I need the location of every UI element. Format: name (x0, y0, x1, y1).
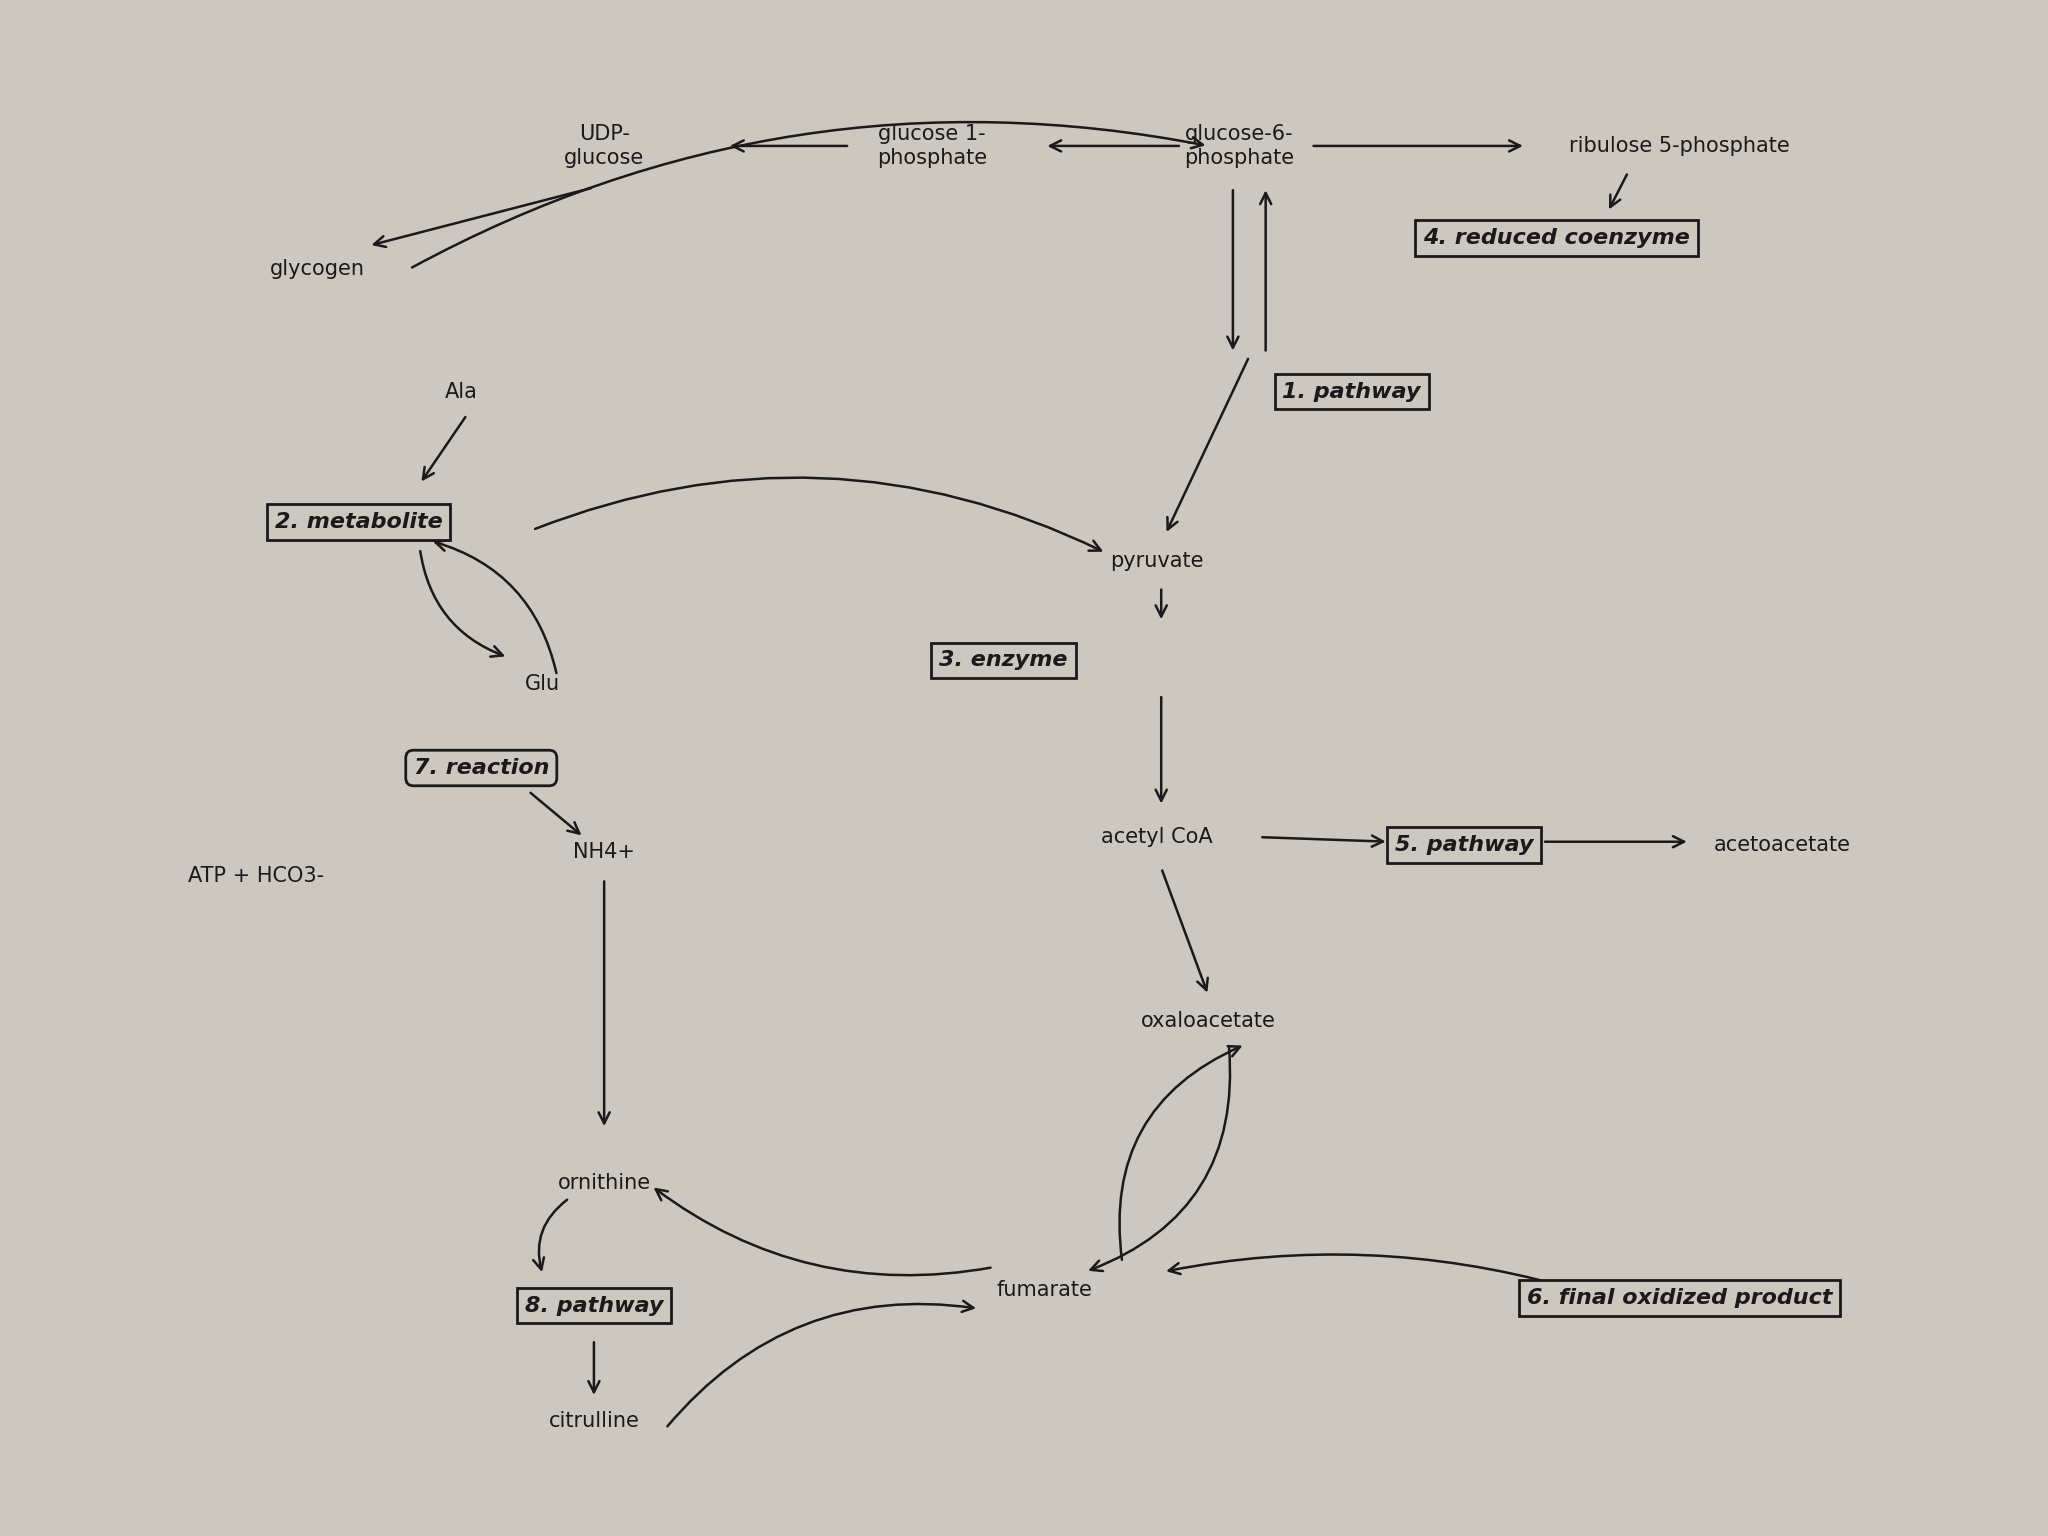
Text: glucose 1-
phosphate: glucose 1- phosphate (877, 124, 987, 167)
Text: NH4+: NH4+ (573, 842, 635, 863)
Text: ribulose 5-phosphate: ribulose 5-phosphate (1569, 135, 1790, 157)
Text: ornithine: ornithine (557, 1172, 651, 1193)
Text: Ala: Ala (444, 381, 477, 402)
Text: Glu: Glu (524, 673, 561, 694)
Text: 8. pathway: 8. pathway (524, 1295, 664, 1316)
Text: glucose-6-
phosphate: glucose-6- phosphate (1184, 124, 1294, 167)
Text: 3. enzyme: 3. enzyme (940, 650, 1067, 671)
Text: acetoacetate: acetoacetate (1714, 834, 1849, 856)
Text: acetyl CoA: acetyl CoA (1102, 826, 1212, 848)
Text: 2. metabolite: 2. metabolite (274, 511, 442, 533)
Text: oxaloacetate: oxaloacetate (1141, 1011, 1276, 1032)
Text: 7. reaction: 7. reaction (414, 757, 549, 779)
Text: 4. reduced coenzyme: 4. reduced coenzyme (1423, 227, 1690, 249)
Text: citrulline: citrulline (549, 1410, 639, 1432)
Text: fumarate: fumarate (997, 1279, 1092, 1301)
Text: glycogen: glycogen (270, 258, 365, 280)
Text: pyruvate: pyruvate (1110, 550, 1204, 571)
Text: ATP + HCO3-: ATP + HCO3- (188, 865, 324, 886)
Text: 1. pathway: 1. pathway (1282, 381, 1421, 402)
Text: 6. final oxidized product: 6. final oxidized product (1526, 1287, 1833, 1309)
Text: UDP-
glucose: UDP- glucose (563, 124, 645, 167)
Text: 5. pathway: 5. pathway (1395, 834, 1534, 856)
